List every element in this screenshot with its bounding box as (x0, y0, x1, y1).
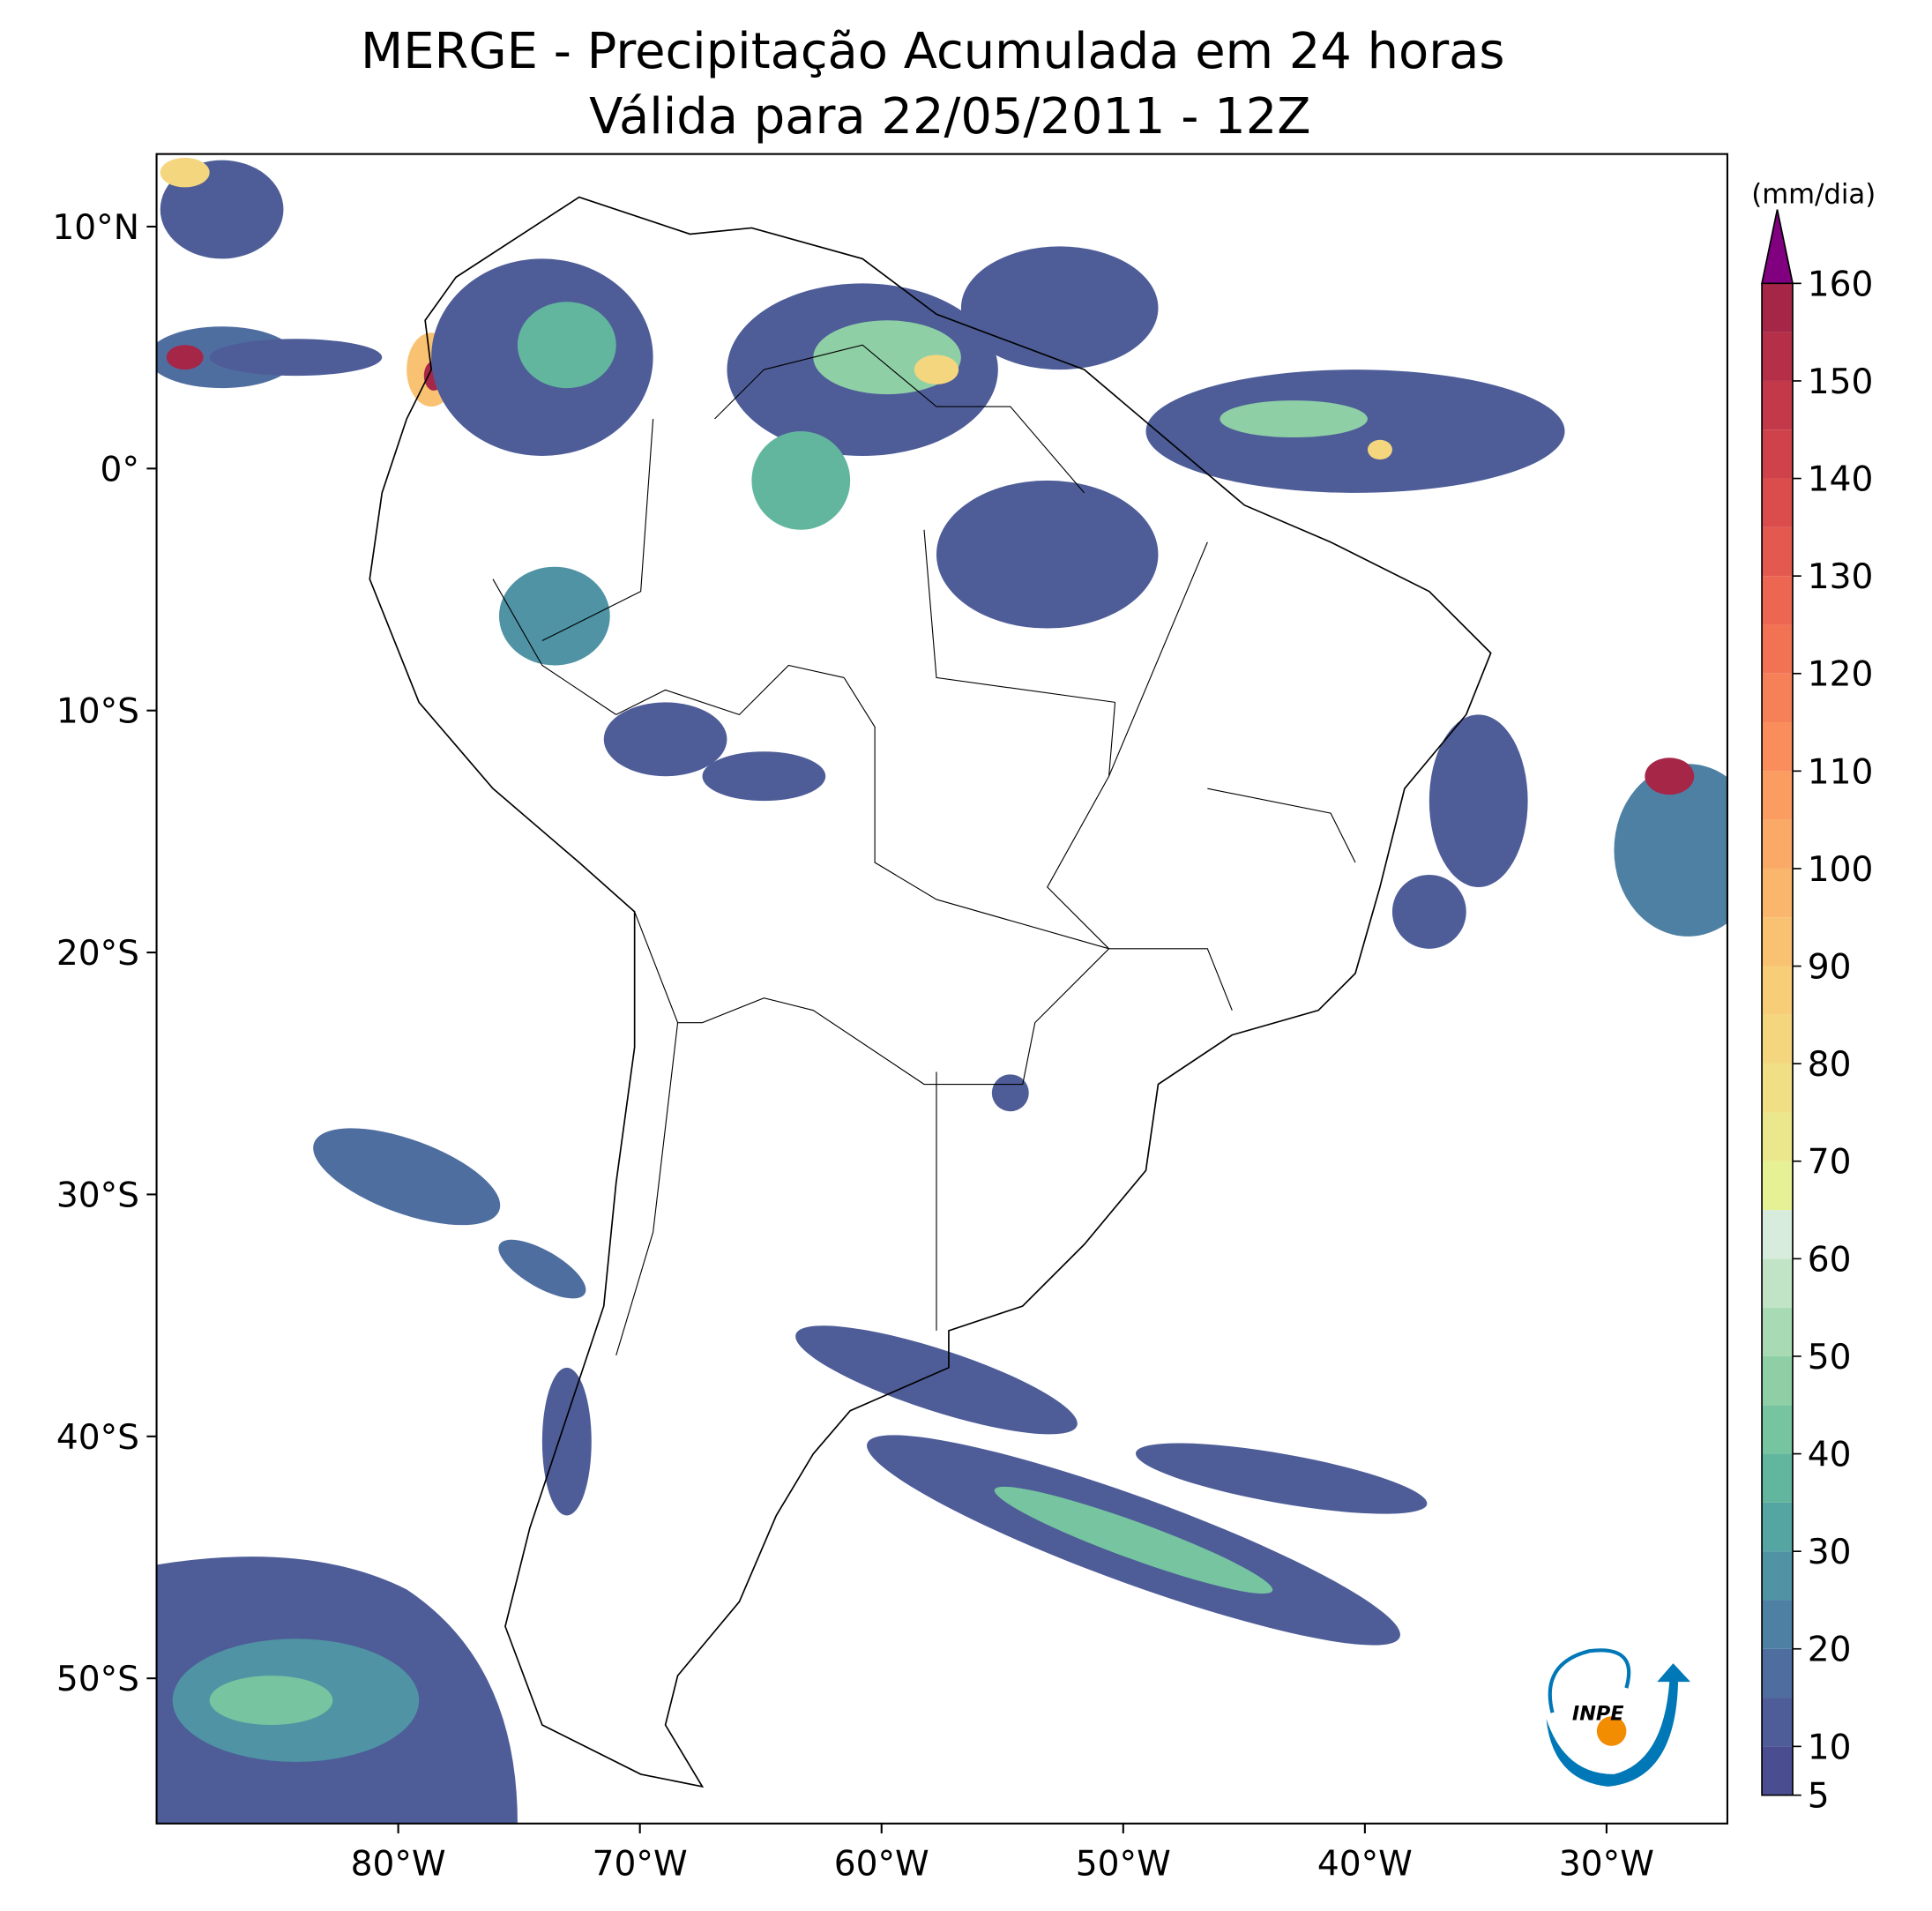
colorbar-bin (1762, 380, 1793, 430)
y-tick-label: 30°S (56, 1176, 139, 1215)
colorbar-bin (1762, 526, 1793, 577)
y-tick-label: 0° (101, 450, 139, 489)
colorbar-tick-label: 100 (1808, 850, 1874, 890)
borders (492, 344, 1356, 1356)
precipitation-field (156, 157, 1727, 1824)
colorbar-bin (1762, 576, 1793, 625)
colorbar-bin (1762, 429, 1793, 479)
colorbar-tick-label: 70 (1808, 1143, 1852, 1183)
colorbar-bin (1762, 1258, 1793, 1308)
colorbar-bin (1762, 1746, 1793, 1795)
map-title: MERGE - Precipitação Acumulada em 24 hor… (361, 23, 1505, 80)
colorbar-tick-label: 60 (1808, 1240, 1852, 1280)
colorbar-bin (1762, 332, 1793, 381)
colorbar-tick-label: 150 (1808, 362, 1874, 402)
colorbar-bin (1762, 771, 1793, 820)
colorbar-tick-label: 40 (1808, 1436, 1852, 1475)
x-tick-label: 80°W (351, 1844, 446, 1884)
colorbar-bin (1762, 917, 1793, 967)
colorbar-tick-label: 10 (1808, 1728, 1852, 1767)
colorbar-bin (1762, 1600, 1793, 1649)
colorbar-frame (1761, 283, 1794, 1796)
y-tick-label: 10°S (56, 692, 139, 732)
colorbar-tick-label: 5 (1808, 1777, 1830, 1817)
colorbar-bin (1762, 1502, 1793, 1552)
colorbar-tick-label: 120 (1808, 655, 1874, 695)
x-tick-label: 50°W (1076, 1844, 1171, 1884)
colorbar-bin (1762, 1112, 1793, 1161)
colorbar-bin (1762, 722, 1793, 772)
colorbar-tick-label: 140 (1808, 460, 1874, 500)
colorbar-bin (1762, 1014, 1793, 1064)
colorbar-bin (1762, 1161, 1793, 1211)
y-tick-label: 10°N (52, 208, 139, 248)
coastline (369, 196, 1492, 1788)
colorbar-tick-label: 20 (1808, 1631, 1852, 1670)
colorbar-bin (1762, 1064, 1793, 1113)
x-tick-label: 40°W (1317, 1844, 1413, 1884)
colorbar-tick-label: 90 (1808, 948, 1852, 988)
colorbar-label: (mm/dia) (1751, 179, 1876, 211)
colorbar-tick-label: 110 (1808, 752, 1874, 792)
colorbar-bin (1762, 1405, 1793, 1454)
x-tick-label: 30°W (1559, 1844, 1654, 1884)
colorbar-tick-label: 80 (1808, 1045, 1852, 1085)
colorbar-bin (1762, 283, 1793, 332)
x-tick-label: 60°W (834, 1844, 929, 1884)
logo-text: INPE (1572, 1702, 1624, 1725)
colorbar-bin (1762, 868, 1793, 918)
colorbar-bin (1762, 624, 1793, 674)
colorbar-bin (1762, 1648, 1793, 1698)
logo: INPE (1546, 1648, 1691, 1787)
colorbar-tick-label: 160 (1808, 265, 1874, 304)
colorbar-bin (1762, 1551, 1793, 1601)
colorbar-bin (1762, 478, 1793, 527)
y-tick-label: 20°S (56, 934, 139, 974)
colorbar-bin (1762, 1355, 1793, 1406)
map-frame (155, 153, 1728, 1825)
colorbar-bin (1762, 1453, 1793, 1503)
colorbar-tick-label: 50 (1808, 1338, 1852, 1377)
colorbar-extend (1761, 209, 1794, 285)
y-tick-label: 50°S (56, 1660, 139, 1699)
colorbar-bin (1762, 1307, 1793, 1356)
y-tick-label: 40°S (56, 1418, 139, 1458)
colorbar-bin (1762, 819, 1793, 869)
colorbar-bin (1762, 673, 1793, 723)
colorbar-bin (1762, 966, 1793, 1015)
colorbar-bin (1762, 1698, 1793, 1747)
x-tick-label: 70°W (593, 1844, 688, 1884)
map-subtitle: Válida para 22/05/2011 - 12Z (589, 88, 1310, 146)
colorbar-tick-label: 130 (1808, 557, 1874, 597)
colorbar-tick-label: 30 (1808, 1533, 1852, 1572)
colorbar-bin (1762, 1210, 1793, 1259)
